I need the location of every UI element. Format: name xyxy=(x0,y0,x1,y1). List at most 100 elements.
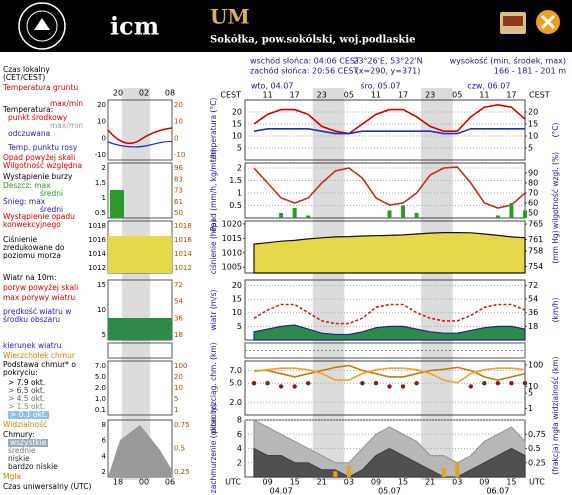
mini-tick-label: 5 xyxy=(174,395,178,403)
y-axis-label: ciśnienie (hPa) xyxy=(209,220,218,275)
coordinates: 23°26'E, 53°22'N xyxy=(353,57,422,66)
panel-background xyxy=(244,162,526,219)
y-tick-label: 1020 xyxy=(222,219,242,228)
mini-tick-label: 1014 xyxy=(174,250,192,258)
series-area xyxy=(253,232,526,274)
mini-tick-label: 83 xyxy=(174,175,183,183)
y2-tick-label: 60 xyxy=(528,199,538,208)
mini-tick-label: 7.0 xyxy=(95,362,106,370)
legend-label: Podstawa chmur* o pokryciu: xyxy=(3,360,76,377)
cest-hour: 05 xyxy=(344,91,354,100)
mini-tick-label: 1 xyxy=(102,194,106,202)
close-button[interactable] xyxy=(536,10,560,34)
series-point xyxy=(360,381,365,386)
legend-label: Wierzchołek chmur xyxy=(3,351,75,360)
y-axis-label: pion. rozciąg. chm. (km) xyxy=(209,342,218,433)
mini-hour: 06 xyxy=(165,478,175,487)
mini-tick-label: 2 xyxy=(102,468,106,476)
mini-tick-label: 1016 xyxy=(174,236,192,244)
y-tick-label: 2 xyxy=(237,458,242,467)
series-bar xyxy=(414,213,419,218)
mini-tick-label: 100 xyxy=(174,362,187,370)
y-tick-label: 20 xyxy=(232,108,242,117)
mini-tick-label: 20 xyxy=(174,373,183,381)
mini-tick-label: 18 xyxy=(174,331,183,339)
mini-tick-label: 0.75 xyxy=(174,421,190,429)
mini-tick-label: 1012 xyxy=(88,264,106,272)
cest-hour: 17 xyxy=(398,91,408,100)
mini-decoration xyxy=(110,190,124,218)
mini-tick-label: 5 xyxy=(102,331,106,339)
y2-tick-label: 72 xyxy=(528,281,538,290)
utc-hour: 09 xyxy=(479,478,489,487)
series-bar xyxy=(401,205,406,218)
y2-axis-label: (mm Hg) xyxy=(551,230,560,263)
utc-label: UTC xyxy=(225,478,241,487)
model-title: UM xyxy=(210,5,250,29)
series-point xyxy=(509,381,514,386)
night-band xyxy=(312,88,345,480)
legend-label: Deszcz: max xyxy=(3,181,51,190)
legend-label: Czas lokalny (CET/CEST) xyxy=(3,65,50,82)
series-bar xyxy=(495,215,500,218)
y-tick-label: 1005 xyxy=(222,263,242,272)
utc-hour: 21 xyxy=(317,478,327,487)
y2-axis-label: (°C) xyxy=(551,123,560,138)
y-tick-label: 2.0 xyxy=(229,398,242,407)
utc-hour: 21 xyxy=(425,478,435,487)
legend-label: średni xyxy=(40,189,64,198)
y2-tick-label: 0.75 xyxy=(528,430,546,439)
legend-label: odczuwana xyxy=(8,129,51,138)
series-line xyxy=(253,367,526,384)
series-bar xyxy=(441,468,446,477)
y-tick-label: 5.0 xyxy=(229,379,242,388)
cest-label: CEST xyxy=(529,91,550,100)
y-tick-label: 4 xyxy=(237,444,242,453)
utc-hour: 03 xyxy=(452,478,462,487)
y2-axis-label: wilgotność wzgl. (%) xyxy=(551,152,560,229)
legend-label: > 4.5 okt. xyxy=(8,394,46,403)
series-bar xyxy=(333,471,338,477)
y-axis-label: temperatura (°C) xyxy=(209,98,218,163)
y-axis-label: zachmurzenie (oktanty) xyxy=(209,404,218,493)
mini-decoration xyxy=(108,236,172,273)
y-tick-label: 1010 xyxy=(222,248,242,257)
mini-tick-label: 1.5 xyxy=(95,179,106,187)
mini-tick-label: 1.0 xyxy=(95,395,106,403)
series-area xyxy=(253,324,526,341)
mini-decoration xyxy=(108,318,172,340)
date-label: 05.07 xyxy=(378,487,401,495)
mini-tick-label: 1018 xyxy=(174,222,192,230)
series-point xyxy=(306,381,311,386)
mini-tick-label: 4 xyxy=(102,452,107,460)
utc-hour: 15 xyxy=(290,478,300,487)
mini-tick-label: 0 xyxy=(102,134,106,142)
y2-tick-label: 90 xyxy=(528,169,538,178)
legend-label: Chmury: xyxy=(3,430,35,439)
mini-tick-label: -10 xyxy=(95,151,106,159)
series-line xyxy=(253,303,526,325)
mini-decoration xyxy=(108,425,172,477)
series-line xyxy=(254,364,526,381)
legend-label: > 1.5 okt. xyxy=(8,402,46,411)
legend-label: Wilgotność względna xyxy=(3,161,83,170)
cest-label: CEST xyxy=(220,91,241,100)
series-point xyxy=(292,384,297,389)
legend-label: Opad powyżej skali xyxy=(3,153,76,162)
y2-tick-label: 15 xyxy=(528,120,538,129)
mini-tick-label: 61 xyxy=(174,198,183,206)
mini-hour: 02 xyxy=(139,89,149,98)
legend-label: Wystąpienie opadu konwekcyjnego xyxy=(3,212,75,229)
print-button[interactable] xyxy=(500,12,526,34)
y-tick-label: 6 xyxy=(237,430,242,439)
mini-tick-label: 0 xyxy=(174,134,178,142)
mini-tick-label: 73 xyxy=(174,187,183,195)
y2-tick-label: 36 xyxy=(528,308,538,317)
mini-tick-label: 50 xyxy=(174,209,183,217)
legend-label: Wystąpienie burzy xyxy=(3,172,73,181)
utc-label: UTC xyxy=(529,478,545,487)
series-point xyxy=(400,384,406,389)
legend-label: wszystkie xyxy=(8,438,49,447)
cest-hour: 17 xyxy=(290,91,300,100)
